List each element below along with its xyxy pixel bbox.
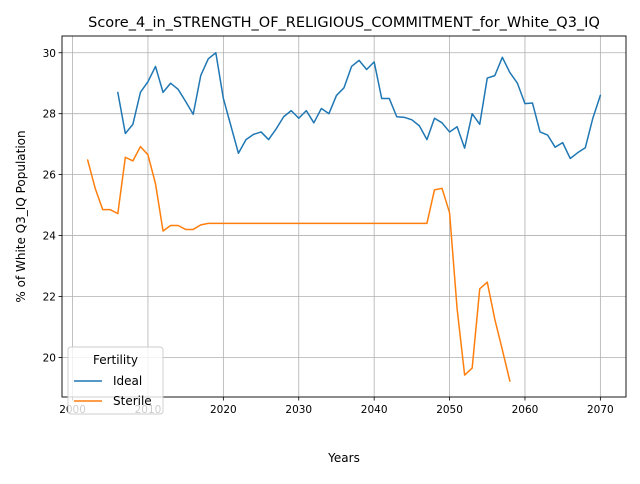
legend-title: Fertility: [93, 353, 138, 367]
x-tick-label: 2020: [210, 404, 237, 416]
series-layer: [86, 52, 602, 382]
x-tick-label: 2060: [512, 404, 539, 416]
y-tick-label: 22: [43, 291, 56, 303]
series-line-ideal: [117, 52, 602, 160]
x-tick-label: 2030: [285, 404, 312, 416]
series-line-sterile: [86, 145, 511, 382]
legend-label-ideal: Ideal: [113, 374, 142, 388]
y-tick-label: 20: [43, 352, 56, 364]
x-tick-label: 2070: [587, 404, 614, 416]
x-axis-label: Years: [327, 451, 360, 465]
y-tick-label: 24: [43, 231, 57, 243]
y-tick-label: 30: [43, 48, 56, 60]
plot-area: [62, 36, 626, 397]
legend-label-sterile: Sterile: [113, 394, 152, 408]
legend: Fertility Ideal Sterile: [67, 346, 164, 415]
y-tick-label: 26: [43, 170, 57, 182]
plot-frame: [61, 35, 627, 398]
y-axis-label: % of White Q3_IQ Population: [14, 130, 28, 302]
y-axis: 20 22 24 26 28 30: [43, 48, 62, 364]
x-tick-label: 2040: [361, 404, 388, 416]
legend-box: [67, 346, 164, 415]
y-tick-label: 28: [43, 109, 56, 121]
chart-title: Score_4_in_STRENGTH_OF_RELIGIOUS_COMMITM…: [88, 15, 600, 31]
x-tick-label: 2050: [436, 404, 463, 416]
